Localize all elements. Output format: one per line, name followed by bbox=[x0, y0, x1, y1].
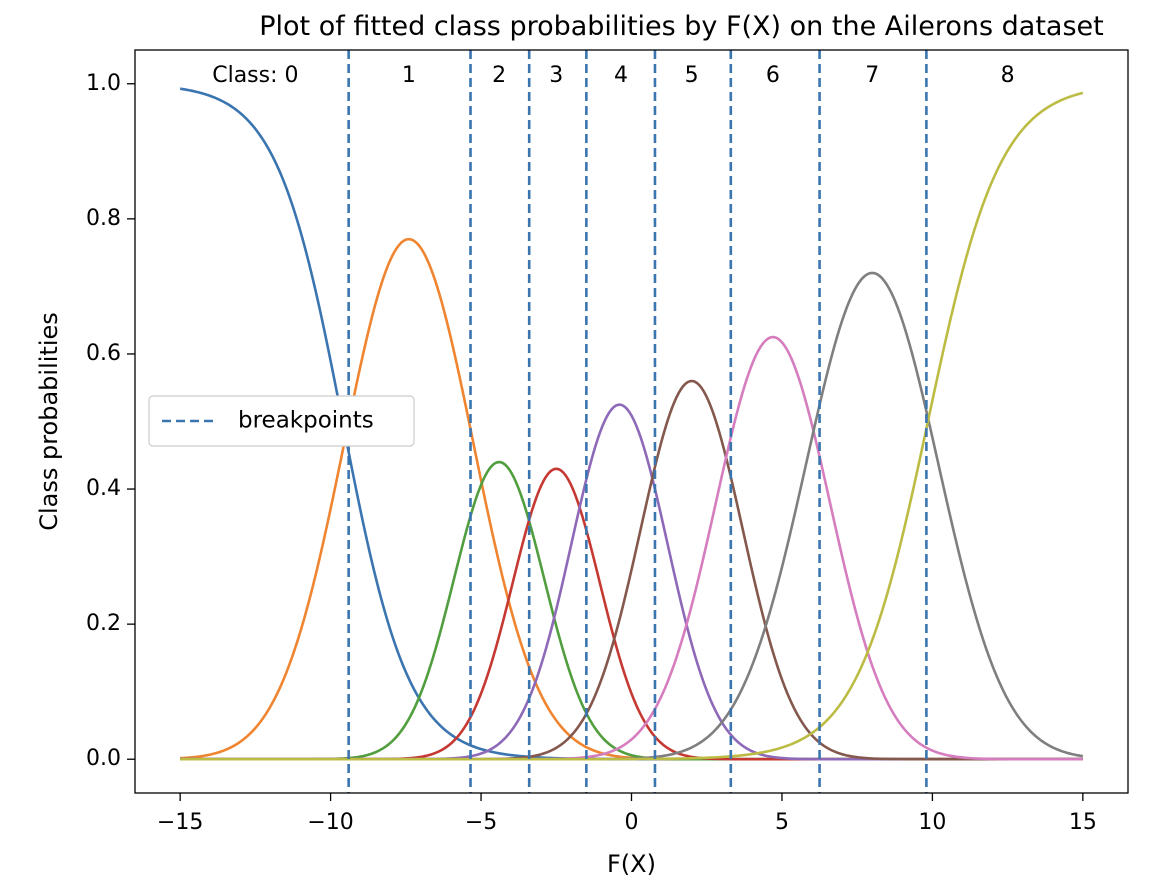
x-tick-label: 0 bbox=[625, 810, 639, 835]
y-tick-label: 0.8 bbox=[86, 206, 121, 231]
class-label-4: 4 bbox=[614, 63, 628, 88]
legend-box bbox=[148, 395, 415, 447]
class-label-6: 6 bbox=[766, 63, 780, 88]
y-tick-label: 0.4 bbox=[86, 476, 121, 501]
chart-title: Plot of fitted class probabilities by F(… bbox=[259, 11, 1103, 42]
class-label-layer: Class: 0 1 2 3 4 5 6 7 8 bbox=[212, 63, 1014, 88]
class-label-1: 1 bbox=[402, 63, 416, 88]
x-tick-label: 10 bbox=[918, 810, 946, 835]
y-tick-label: 0.2 bbox=[86, 611, 121, 636]
x-tick-label: 5 bbox=[775, 810, 789, 835]
series-line-class-8 bbox=[180, 91, 1084, 761]
y-tick-label: 0.0 bbox=[86, 746, 121, 771]
series-layer bbox=[179, 87, 1084, 761]
series-line-class-4 bbox=[180, 403, 1083, 761]
legend-breakpoints-label: breakpoints bbox=[238, 408, 374, 434]
x-tick-label: −15 bbox=[157, 810, 203, 835]
class-label-5: 5 bbox=[685, 63, 699, 88]
y-tick-label: 0.6 bbox=[86, 341, 121, 366]
series-line-class-7 bbox=[180, 271, 1084, 761]
class-label-8: 8 bbox=[1001, 63, 1015, 88]
y-axis-label: Class probabilities bbox=[35, 312, 63, 531]
class-label-2: 2 bbox=[492, 63, 506, 88]
y-tick-label: 1.0 bbox=[86, 71, 121, 96]
x-tick-label: −5 bbox=[465, 810, 497, 835]
breakpoint-layer bbox=[347, 50, 928, 793]
series-line-class-3 bbox=[180, 467, 1083, 761]
x-tick-label: 15 bbox=[1069, 810, 1097, 835]
class-label-0: Class: 0 bbox=[212, 63, 298, 88]
tick-layer: −15 −10 −5 0 5 10 15 0.0 0.2 0.4 0.6 0.8 1.0 bbox=[86, 71, 1097, 835]
x-tick-label: −10 bbox=[307, 810, 353, 835]
legend: breakpoints bbox=[148, 395, 415, 447]
class-label-3: 3 bbox=[549, 63, 563, 88]
x-axis-label: F(X) bbox=[607, 850, 656, 878]
class-label-7: 7 bbox=[865, 63, 879, 88]
